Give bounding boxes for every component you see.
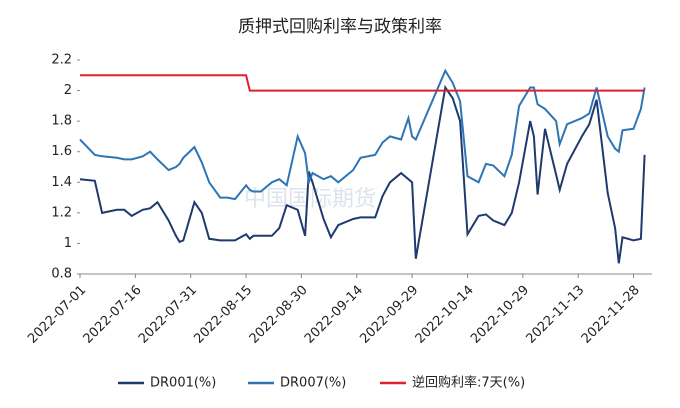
x-tick-label: 2022-11-13	[523, 283, 587, 347]
legend-label: DR007(%)	[280, 376, 346, 391]
x-tick-label: 2022-07-16	[81, 283, 145, 347]
y-tick-label: 1.6	[51, 144, 72, 159]
legend-label: 逆回购利率:7天(%)	[412, 375, 525, 391]
y-tick-label: 2	[64, 83, 72, 98]
x-tick-label: 2022-10-29	[468, 283, 532, 347]
y-tick-label: 0.8	[51, 267, 72, 282]
x-tick-label: 2022-08-30	[247, 283, 311, 347]
x-tick-label: 2022-11-28	[579, 283, 643, 347]
y-tick-label: 1.8	[51, 114, 72, 129]
y-tick-label: 1.2	[51, 205, 72, 220]
x-tick-label: 2022-09-14	[302, 283, 366, 347]
series-line	[79, 84, 646, 264]
series-line	[80, 74, 645, 92]
x-tick-label: 2022-08-15	[191, 283, 255, 347]
x-tick-label: 2022-07-31	[136, 283, 200, 347]
chart-title: 质押式回购利率与政策利率	[238, 17, 442, 37]
y-tick-label: 1.4	[51, 175, 72, 190]
watermark: 中国国际期货	[244, 187, 376, 212]
y-tick-label: 2.2	[51, 53, 72, 68]
x-tick-label: 2022-07-01	[25, 283, 89, 347]
x-tick-label: 2022-09-29	[357, 283, 421, 347]
y-tick-label: 1	[64, 236, 72, 251]
x-tick-label: 2022-10-14	[413, 283, 477, 347]
series-line	[79, 68, 646, 201]
legend-label: DR001(%)	[150, 376, 216, 391]
